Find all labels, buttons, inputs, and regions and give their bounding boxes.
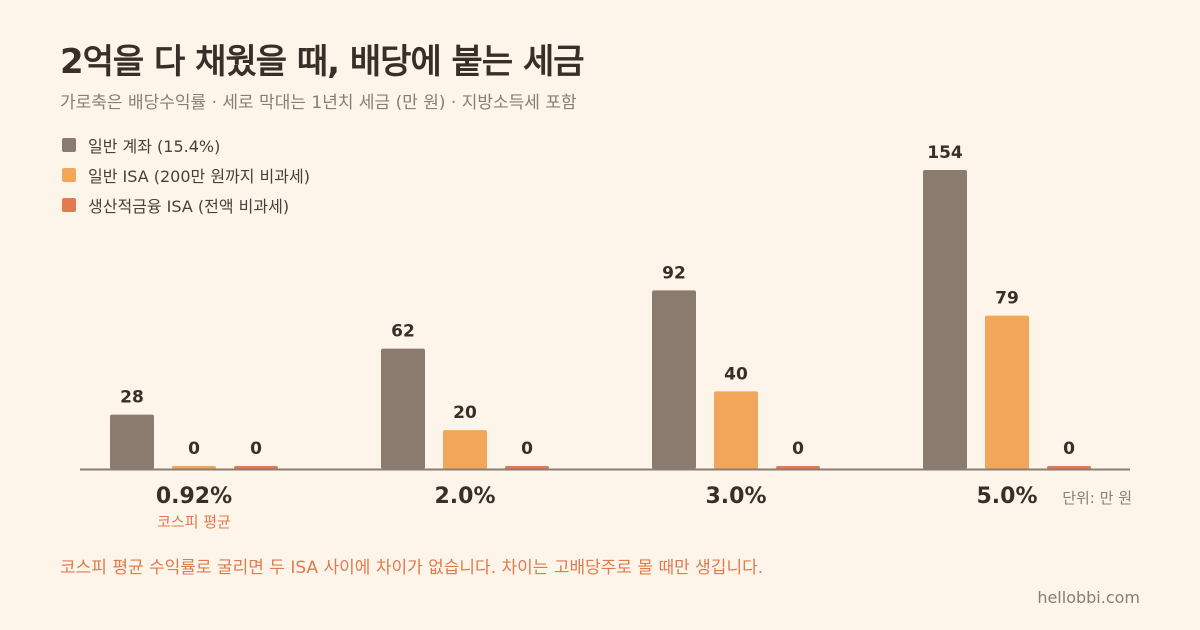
bar-3-1 [985,315,1029,469]
bar-2-0 [652,290,696,469]
data-label-1-2: 0 [521,439,533,459]
legend-swatch-general-account [62,138,76,152]
data-label-2-1: 40 [724,364,748,384]
footnote: 코스피 평균 수익률로 굴리면 두 ISA 사이에 차이가 없습니다. 차이는 … [60,558,764,578]
bar-1-0 [381,348,425,469]
x-tick-label-1: 2.0% [434,484,495,509]
x-tick-label-3: 5.0% [976,484,1037,509]
unit-label: 단위: 만 원 [1062,489,1132,507]
data-label-3-0: 154 [927,143,963,163]
legend-item-general-account: 일반 계좌 (15.4%) [62,130,310,160]
data-label-0-0: 28 [120,388,144,408]
bar-3-0 [923,170,967,469]
data-label-2-0: 92 [662,263,686,283]
legend-swatch-productive-isa [62,198,76,212]
bar-0-2 [234,466,278,469]
legend-swatch-general-isa [62,168,76,182]
legend: 일반 계좌 (15.4%) 일반 ISA (200만 원까지 비과세) 생산적금… [62,130,310,220]
data-label-2-2: 0 [792,439,804,459]
legend-label-general-isa: 일반 ISA (200만 원까지 비과세) [88,167,310,186]
bar-2-2 [776,466,820,469]
legend-label-productive-isa: 생산적금융 ISA (전액 비과세) [88,197,290,216]
bar-0-0 [110,414,154,469]
x-tick-label-2: 3.0% [705,484,766,509]
legend-item-general-isa: 일반 ISA (200만 원까지 비과세) [62,160,310,190]
bar-3-2 [1047,466,1091,469]
x-tick-label-0: 0.92% [156,484,232,509]
data-label-0-1: 0 [188,439,200,459]
data-label-1-1: 20 [453,403,477,423]
data-label-1-0: 62 [391,322,415,342]
chart-subtitle: 가로축은 배당수익률 · 세로 막대는 1년치 세금 (만 원) · 지방소득세… [60,93,577,113]
data-label-0-2: 0 [250,439,262,459]
bar-1-1 [443,430,487,469]
bar-1-2 [505,466,549,469]
data-label-3-2: 0 [1063,439,1075,459]
x-tick-sublabel-0: 코스피 평균 [157,513,231,531]
data-label-3-1: 79 [995,289,1019,309]
legend-label-general-account: 일반 계좌 (15.4%) [88,137,221,156]
site-credit: hellobbi.com [1037,588,1140,607]
legend-item-productive-isa: 생산적금융 ISA (전액 비과세) [62,190,310,220]
chart-title: 2억을 다 채웠을 때, 배당에 붙는 세금 [60,42,585,82]
bar-0-1 [172,466,216,469]
bar-2-1 [714,391,758,469]
